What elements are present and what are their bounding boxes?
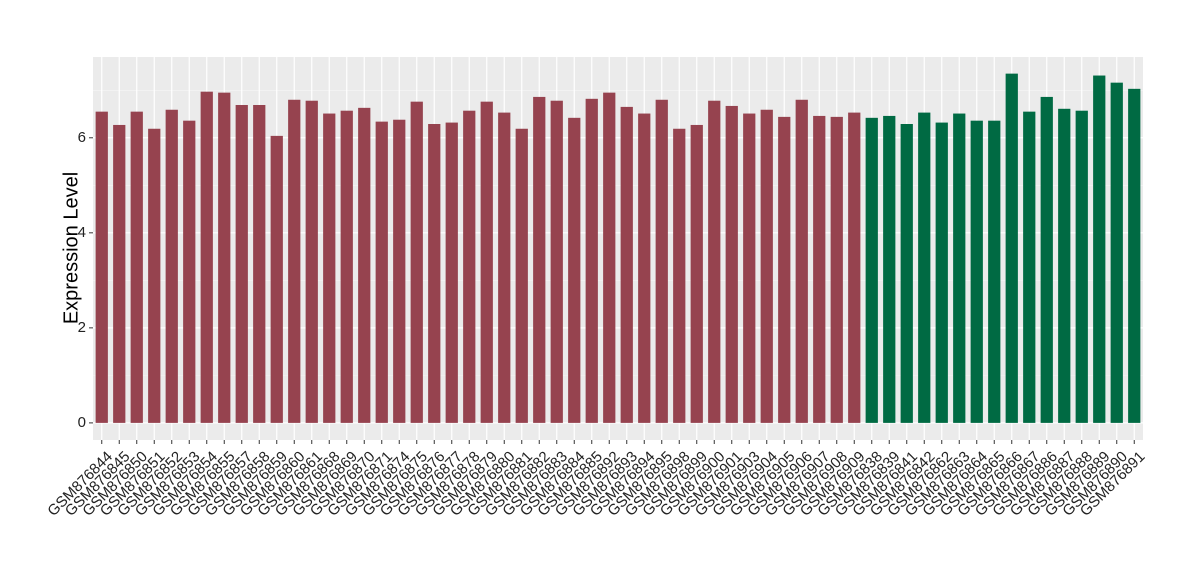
bar	[148, 128, 161, 423]
bar	[883, 115, 896, 423]
bar	[288, 99, 301, 423]
bar	[130, 111, 143, 423]
bar	[795, 99, 808, 423]
bar	[550, 100, 563, 423]
y-axis-label: Expression Level	[60, 172, 82, 324]
bar	[865, 117, 878, 423]
bar	[305, 100, 318, 423]
bar	[218, 92, 231, 423]
y-tick-label: 0	[78, 414, 86, 431]
bar	[1093, 75, 1106, 423]
y-tick-label: 2	[78, 319, 86, 336]
bar	[375, 121, 388, 423]
panel	[93, 57, 1143, 440]
bar	[830, 116, 843, 423]
bar	[690, 124, 703, 423]
y-tick-label: 6	[78, 129, 86, 146]
bar	[620, 106, 633, 423]
bar	[498, 112, 511, 423]
bar	[848, 112, 861, 423]
bar	[253, 104, 266, 423]
bar	[113, 124, 126, 423]
bar	[323, 113, 336, 423]
bar	[183, 120, 196, 423]
bar	[813, 115, 826, 423]
bar	[603, 92, 616, 423]
bar	[970, 120, 983, 423]
bar	[95, 111, 108, 423]
bar	[200, 91, 213, 423]
bar	[568, 117, 581, 423]
bar	[533, 96, 546, 423]
bar	[900, 124, 913, 423]
bar	[1075, 110, 1088, 423]
bar	[953, 113, 966, 423]
y-tick-label: 4	[78, 224, 86, 241]
bar	[778, 116, 791, 423]
bar	[393, 119, 406, 423]
bar	[655, 99, 668, 423]
bar	[1040, 96, 1053, 423]
bar	[270, 135, 283, 423]
bar	[743, 113, 756, 423]
bar	[673, 128, 686, 423]
bar	[935, 122, 948, 423]
bar	[165, 109, 178, 423]
bar	[515, 128, 528, 423]
bar	[1110, 82, 1123, 423]
bar	[708, 100, 721, 423]
bar	[725, 105, 738, 423]
bar	[428, 124, 441, 423]
bar	[410, 101, 423, 423]
bar	[1058, 108, 1071, 423]
bar	[463, 110, 476, 423]
bar	[760, 109, 773, 423]
bar	[988, 120, 1001, 423]
bar	[480, 101, 493, 423]
bar	[1005, 73, 1018, 423]
bar	[235, 104, 248, 423]
bar	[1128, 88, 1141, 423]
bar	[340, 110, 353, 423]
bar	[445, 122, 458, 423]
bar	[638, 113, 651, 423]
bar	[1023, 111, 1036, 423]
bar	[585, 98, 598, 423]
bar	[918, 112, 931, 423]
bar	[358, 107, 371, 423]
